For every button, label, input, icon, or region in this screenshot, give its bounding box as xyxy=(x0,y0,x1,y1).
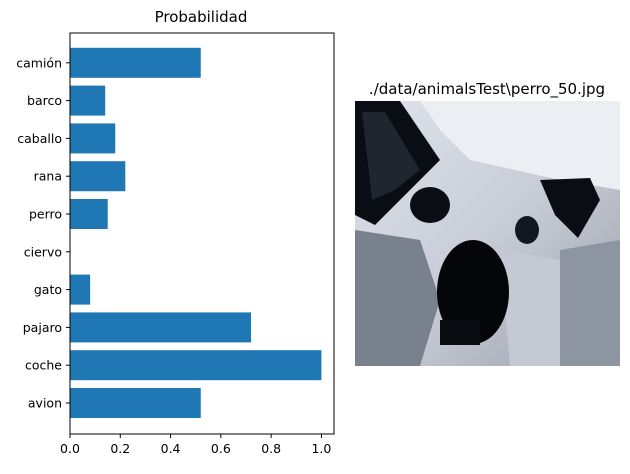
probability-bar-chart: Probabilidad avion coche pajaro gato ciervo p… xyxy=(16,8,335,456)
y-tick-label: ciervo xyxy=(24,244,62,259)
x-tick-label: 1.0 xyxy=(311,441,331,456)
bar-gato xyxy=(70,274,91,305)
bar-barco xyxy=(70,85,106,116)
y-tick-label: gato xyxy=(34,282,62,297)
bar-perro xyxy=(70,199,108,229)
y-tick-label: camión xyxy=(16,55,62,70)
y-tick-label: perro xyxy=(29,207,62,222)
plot-frame xyxy=(69,32,335,435)
x-tick-label: 0.0 xyxy=(60,441,80,456)
x-tick-labels: 0.0 0.2 0.4 0.6 0.8 1.0 xyxy=(60,434,331,456)
bar-avion xyxy=(70,388,201,418)
bar-camión xyxy=(70,47,201,78)
bar-caballo xyxy=(70,123,116,154)
dog-image xyxy=(355,101,620,366)
y-tick-label: rana xyxy=(34,169,62,184)
y-tick-labels: avion coche pajaro gato ciervo perro rana cabal… xyxy=(16,55,70,411)
y-tick-label: caballo xyxy=(17,131,62,146)
bar-coche xyxy=(70,350,322,381)
image-panel: ./data/animalsTest\perro_50.jpg xyxy=(355,80,620,366)
y-tick-label: avion xyxy=(28,396,62,411)
y-tick-label: barco xyxy=(27,93,62,108)
bars-group xyxy=(70,47,322,418)
y-tick-label: coche xyxy=(25,358,62,373)
x-tick-label: 0.8 xyxy=(261,441,281,456)
image-title: ./data/animalsTest\perro_50.jpg xyxy=(369,80,605,99)
x-tick-label: 0.4 xyxy=(161,441,181,456)
chart-title: Probabilidad xyxy=(155,8,248,26)
x-tick-label: 0.6 xyxy=(211,441,231,456)
x-tick-label: 0.2 xyxy=(110,441,130,456)
bar-rana xyxy=(70,161,126,192)
bar-pajaro xyxy=(70,312,252,343)
y-tick-label: pajaro xyxy=(23,320,62,335)
